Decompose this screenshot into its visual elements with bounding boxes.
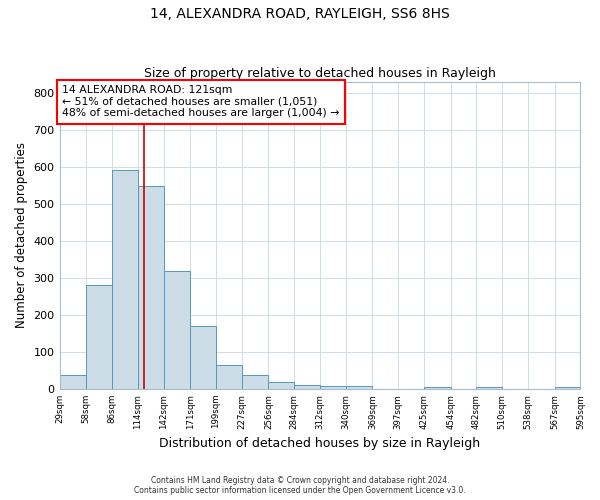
Bar [320, 386, 346, 389]
Bar [242, 375, 268, 389]
Bar [294, 385, 320, 389]
Bar [216, 365, 242, 389]
Bar [86, 286, 112, 389]
Text: 14, ALEXANDRA ROAD, RAYLEIGH, SS6 8HS: 14, ALEXANDRA ROAD, RAYLEIGH, SS6 8HS [150, 8, 450, 22]
Bar [555, 387, 581, 389]
Bar [138, 186, 164, 389]
Bar [424, 387, 451, 389]
Bar [190, 326, 216, 389]
X-axis label: Distribution of detached houses by size in Rayleigh: Distribution of detached houses by size … [160, 437, 481, 450]
Text: 14 ALEXANDRA ROAD: 121sqm
← 51% of detached houses are smaller (1,051)
48% of se: 14 ALEXANDRA ROAD: 121sqm ← 51% of detac… [62, 85, 340, 118]
Title: Size of property relative to detached houses in Rayleigh: Size of property relative to detached ho… [144, 66, 496, 80]
Bar [346, 386, 373, 389]
Bar [164, 270, 190, 389]
Bar [112, 170, 138, 389]
Bar [476, 387, 502, 389]
Bar [59, 375, 86, 389]
Text: Contains HM Land Registry data © Crown copyright and database right 2024.
Contai: Contains HM Land Registry data © Crown c… [134, 476, 466, 495]
Y-axis label: Number of detached properties: Number of detached properties [15, 142, 28, 328]
Bar [268, 382, 294, 389]
